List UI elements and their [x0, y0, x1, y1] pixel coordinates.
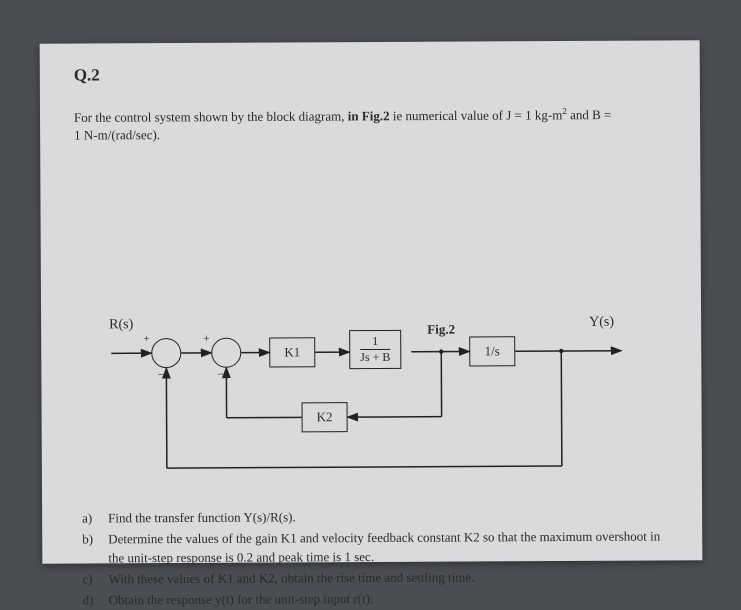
- question-item-d: d) Obtain the response y(t) for the unit…: [82, 588, 668, 610]
- item-text-b: Determine the values of the gain K1 and …: [108, 528, 668, 569]
- prompt-part2: 1 N-m/(rad/sec).: [74, 127, 160, 142]
- item-text-a: Find the transfer function Y(s)/R(s).: [108, 509, 296, 529]
- question-item-a: a) Find the transfer function Y(s)/R(s).: [82, 507, 668, 529]
- question-number: Q.2: [73, 62, 665, 85]
- prompt-part1: For the control system shown by the bloc…: [73, 108, 347, 124]
- page: Q.2 For the control system shown by the …: [39, 40, 702, 563]
- item-label-b: b): [82, 531, 100, 569]
- prompt-fig-ref: in Fig.2: [347, 108, 389, 123]
- item-label-a: a): [82, 510, 100, 529]
- prompt-part1c: and B =: [570, 107, 611, 122]
- question-item-c: c) With these values of K1 and K2, obtai…: [82, 567, 668, 589]
- prompt-part1b: ie numerical value of J = 1 kg-m: [392, 107, 561, 123]
- question-item-b: b) Determine the values of the gain K1 a…: [82, 528, 668, 569]
- prompt-text: For the control system shown by the bloc…: [73, 104, 665, 144]
- item-label-d: d): [82, 591, 100, 610]
- diagram-wires: [91, 321, 652, 504]
- item-text-c: With these values of K1 and K2, obtain t…: [108, 568, 474, 589]
- question-list: a) Find the transfer function Y(s)/R(s).…: [82, 507, 669, 610]
- prompt-sup: 2: [562, 106, 567, 116]
- item-label-c: c): [82, 570, 100, 589]
- item-text-d: Obtain the response y(t) for the unit-st…: [108, 590, 373, 610]
- block-diagram: R(s) Y(s) + − + − K1 1 Js + B 1/s K2: [91, 321, 652, 504]
